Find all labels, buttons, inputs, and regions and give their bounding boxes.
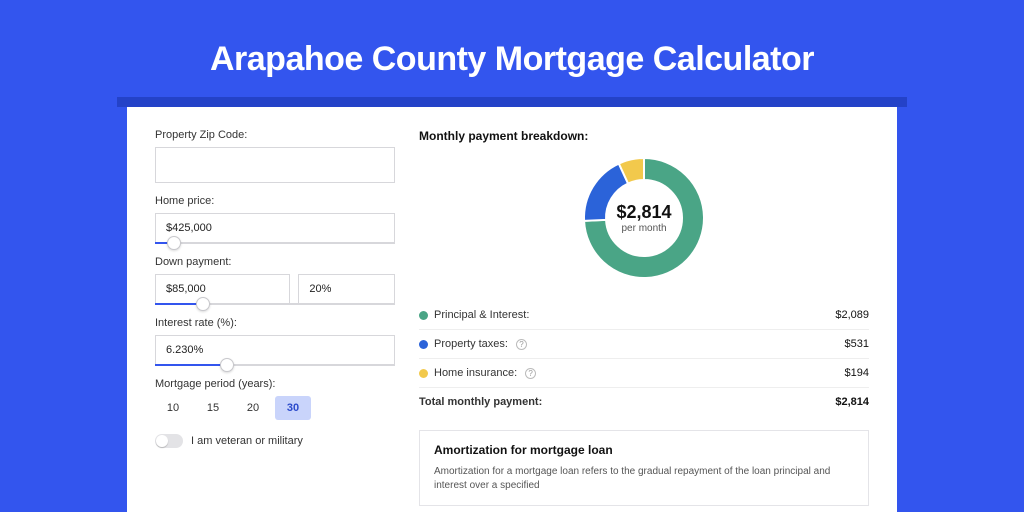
zip-input[interactable]: [155, 147, 395, 183]
amortization-card: Amortization for mortgage loan Amortizat…: [419, 430, 869, 506]
down-payment-amount-input[interactable]: [155, 274, 290, 304]
home-price-label: Home price:: [155, 195, 395, 207]
page-title: Arapahoe County Mortgage Calculator: [0, 40, 1024, 79]
interest-rate-field: Interest rate (%):: [155, 317, 395, 366]
breakdown-title: Monthly payment breakdown:: [419, 129, 869, 143]
legend-dot: [419, 369, 428, 378]
period-options: 10152030: [155, 396, 395, 420]
breakdown-label: Principal & Interest:: [434, 309, 529, 321]
donut-chart-wrap: $2,814 per month: [419, 153, 869, 283]
down-payment-field: Down payment:: [155, 256, 395, 305]
period-button-20[interactable]: 20: [235, 396, 271, 420]
breakdown-row: Property taxes:? $531: [419, 330, 869, 359]
veteran-label: I am veteran or military: [191, 435, 303, 447]
donut-center: $2,814 per month: [579, 153, 709, 283]
info-icon[interactable]: ?: [516, 339, 527, 350]
slider-thumb[interactable]: [167, 236, 181, 250]
interest-rate-input[interactable]: [155, 335, 395, 365]
period-button-30[interactable]: 30: [275, 396, 311, 420]
home-price-slider[interactable]: [155, 242, 395, 244]
breakdown-row: Principal & Interest: $2,089: [419, 301, 869, 330]
veteran-toggle[interactable]: [155, 434, 183, 448]
mortgage-period-label: Mortgage period (years):: [155, 378, 395, 390]
amortization-title: Amortization for mortgage loan: [434, 443, 854, 457]
breakdown-row: Home insurance:? $194: [419, 359, 869, 388]
toggle-knob: [156, 435, 168, 447]
breakdown-label: Property taxes:: [434, 338, 508, 350]
period-button-15[interactable]: 15: [195, 396, 231, 420]
calculator-card: Property Zip Code: Home price: Down paym…: [127, 107, 897, 512]
donut-chart: $2,814 per month: [579, 153, 709, 283]
legend-dot: [419, 340, 428, 349]
zip-field: Property Zip Code:: [155, 129, 395, 183]
breakdown-value: $194: [845, 367, 869, 379]
interest-rate-slider[interactable]: [155, 364, 395, 366]
veteran-row: I am veteran or military: [155, 434, 395, 448]
total-row: Total monthly payment: $2,814: [419, 388, 869, 416]
breakdown-label: Home insurance:: [434, 367, 517, 379]
legend-dot: [419, 311, 428, 320]
down-payment-slider[interactable]: [155, 303, 395, 305]
down-payment-percent-input[interactable]: [298, 274, 395, 304]
home-price-field: Home price:: [155, 195, 395, 244]
breakdown-value: $2,089: [835, 309, 869, 321]
zip-label: Property Zip Code:: [155, 129, 395, 141]
breakdown-column: Monthly payment breakdown: $2,814 per mo…: [419, 129, 869, 506]
inputs-column: Property Zip Code: Home price: Down paym…: [155, 129, 395, 506]
top-bar: [117, 97, 907, 107]
down-payment-label: Down payment:: [155, 256, 395, 268]
donut-amount: $2,814: [616, 202, 671, 223]
home-price-input[interactable]: [155, 213, 395, 243]
breakdown-value: $531: [845, 338, 869, 350]
mortgage-period-field: Mortgage period (years): 10152030: [155, 378, 395, 420]
total-value: $2,814: [835, 396, 869, 408]
period-button-10[interactable]: 10: [155, 396, 191, 420]
slider-thumb[interactable]: [196, 297, 210, 311]
slider-thumb[interactable]: [220, 358, 234, 372]
info-icon[interactable]: ?: [525, 368, 536, 379]
amortization-text: Amortization for a mortgage loan refers …: [434, 465, 854, 493]
donut-sub: per month: [621, 223, 666, 234]
total-label: Total monthly payment:: [419, 396, 542, 408]
interest-rate-label: Interest rate (%):: [155, 317, 395, 329]
breakdown-list: Principal & Interest: $2,089 Property taxe…: [419, 301, 869, 388]
